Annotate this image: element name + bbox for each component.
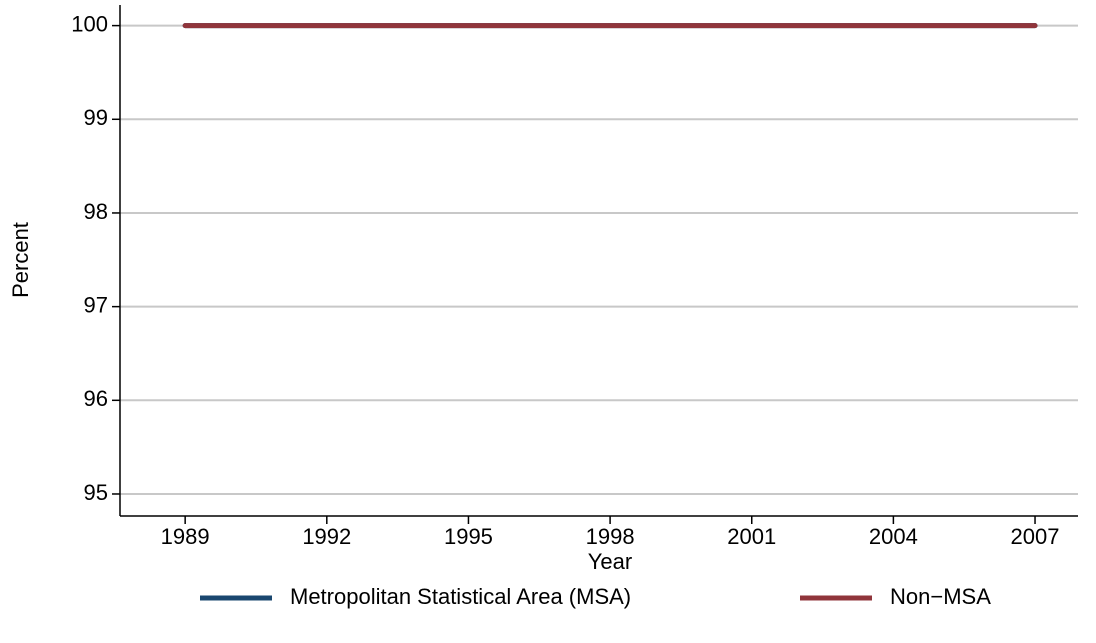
- legend-label: Non−MSA: [890, 584, 991, 609]
- x-tick-label: 2007: [1011, 524, 1060, 549]
- legend-label: Metropolitan Statistical Area (MSA): [290, 584, 631, 609]
- x-tick-label: 1989: [161, 524, 210, 549]
- y-tick-label: 98: [84, 199, 108, 224]
- x-tick-label: 1998: [586, 524, 635, 549]
- y-axis-label: Percent: [8, 222, 33, 298]
- x-tick-label: 1992: [302, 524, 351, 549]
- y-tick-label: 100: [71, 11, 108, 36]
- y-tick-label: 97: [84, 292, 108, 317]
- x-axis-label: Year: [588, 549, 632, 574]
- x-tick-label: 2001: [727, 524, 776, 549]
- y-tick-label: 96: [84, 386, 108, 411]
- x-tick-label: 2004: [869, 524, 918, 549]
- y-tick-label: 95: [84, 480, 108, 505]
- y-tick-label: 99: [84, 105, 108, 130]
- x-tick-label: 1995: [444, 524, 493, 549]
